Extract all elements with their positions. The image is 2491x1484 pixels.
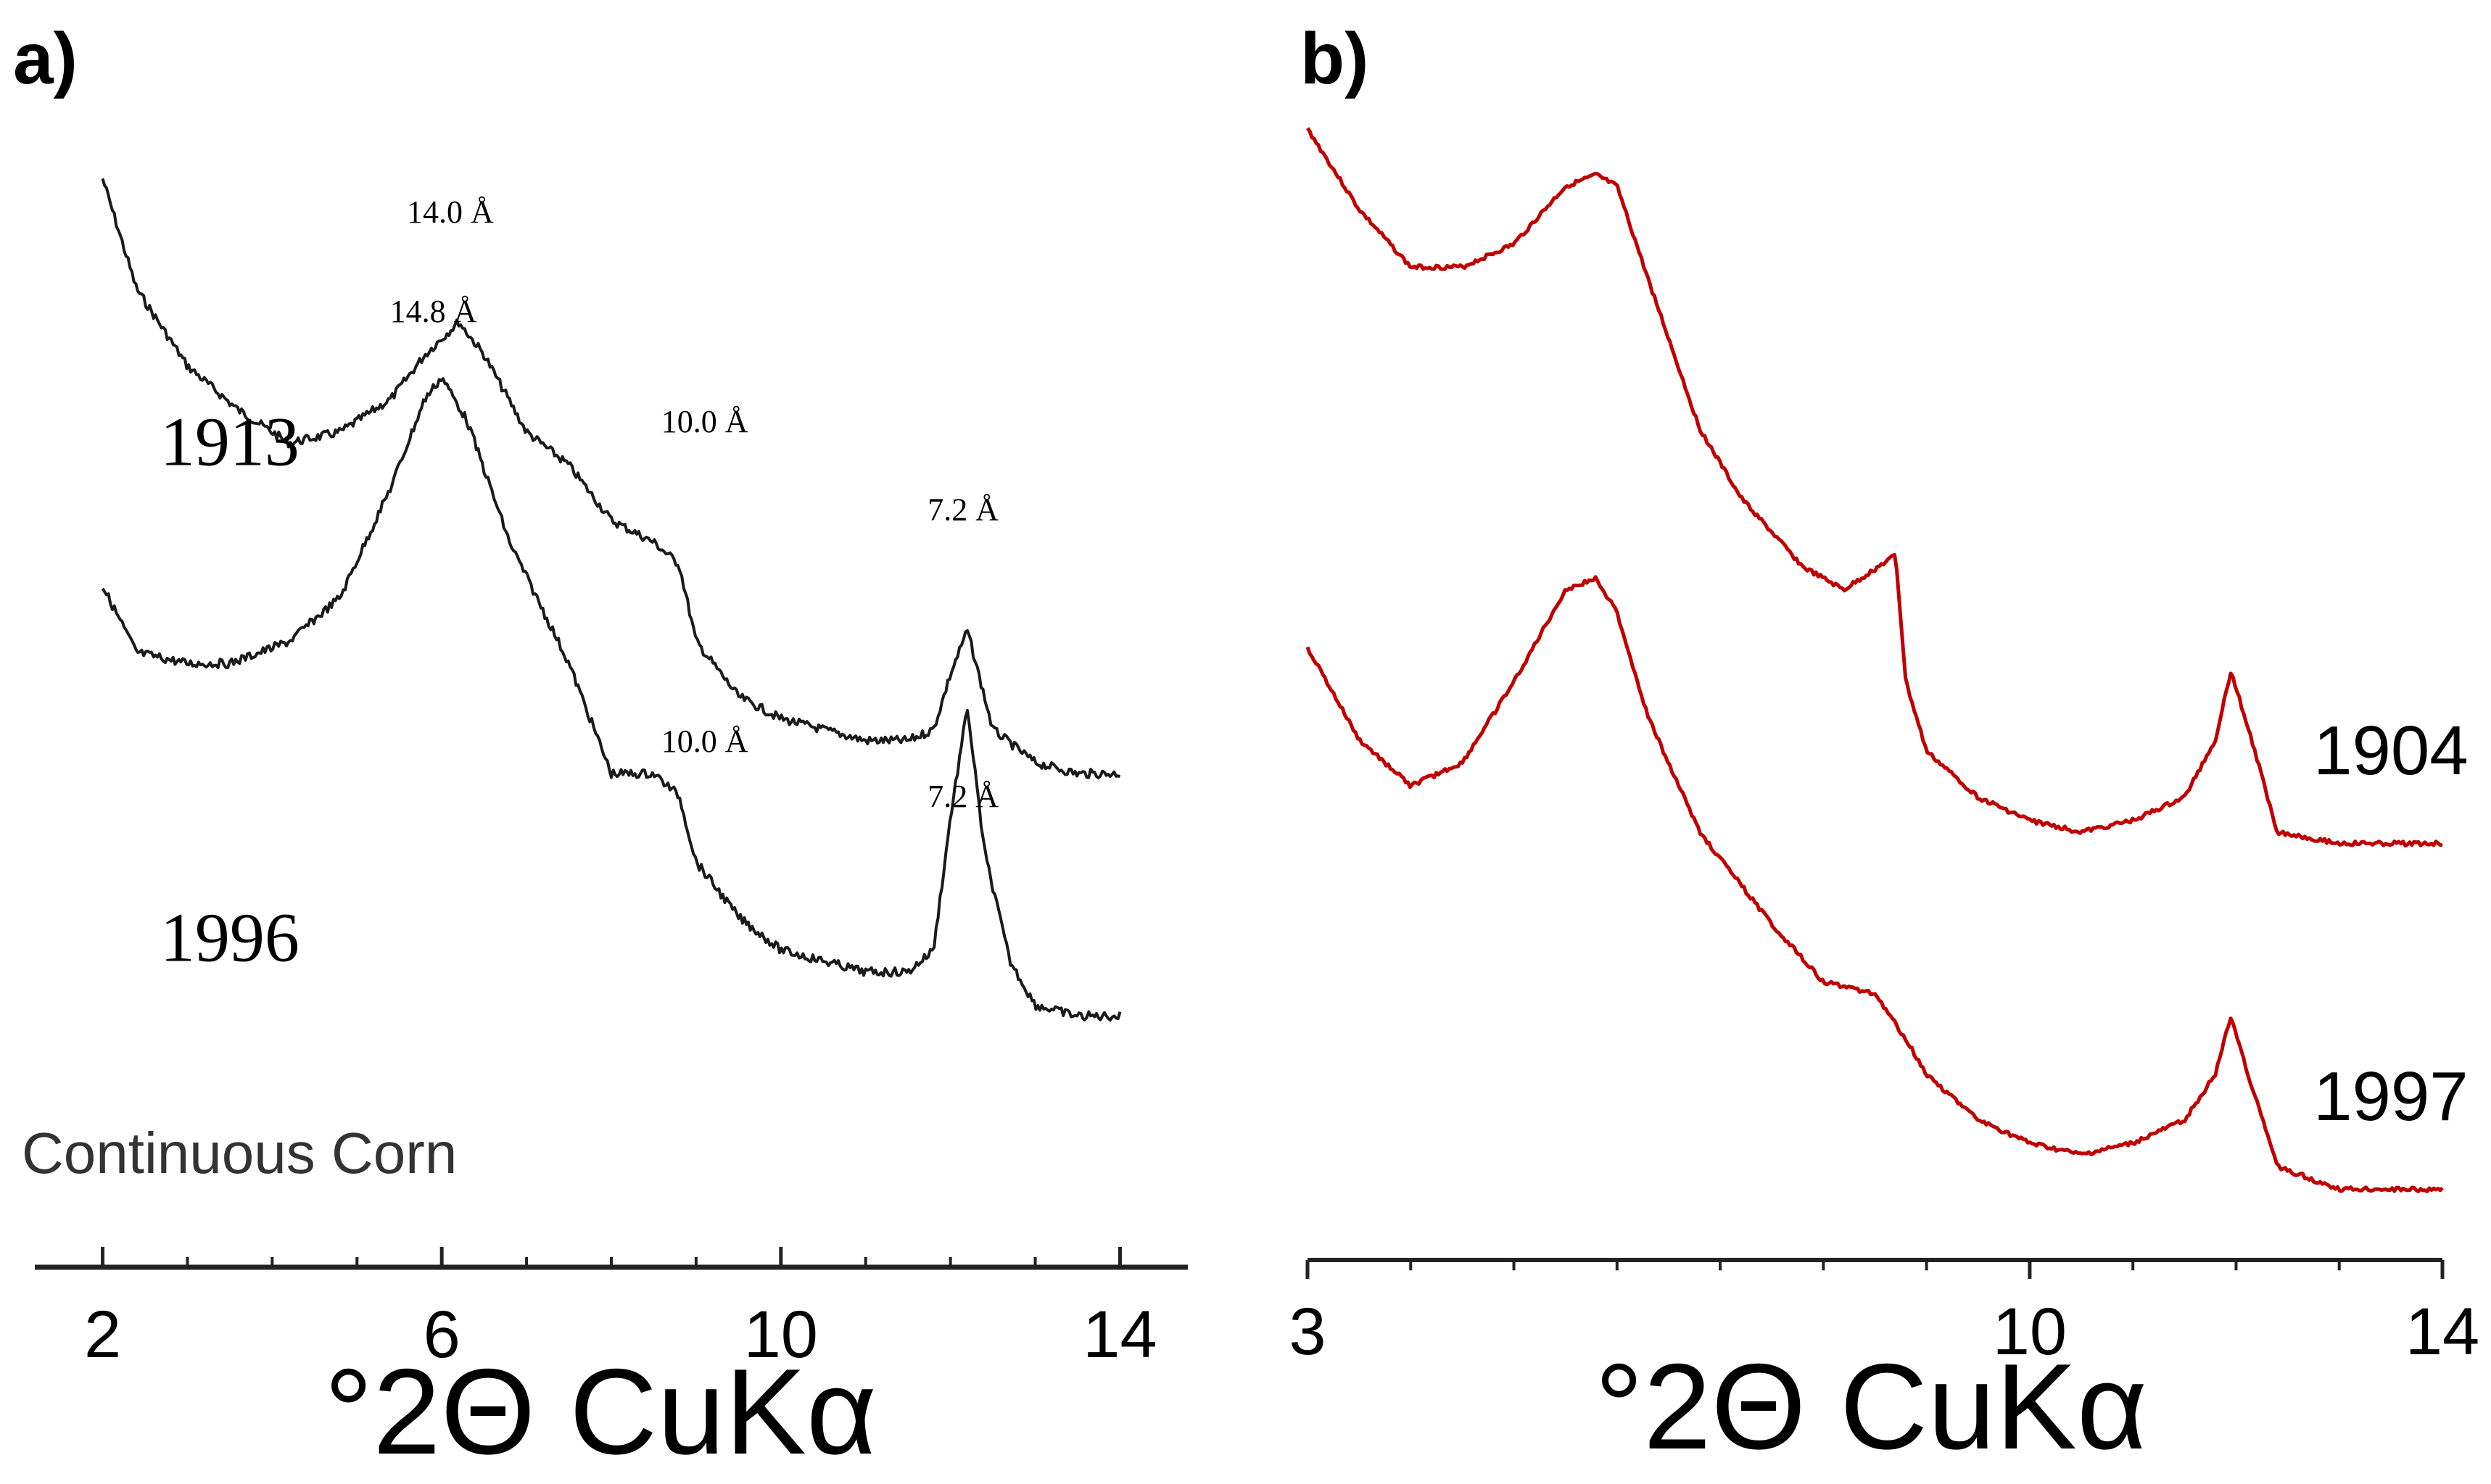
panel-a-x-ticks: 2 6 10 14 bbox=[84, 1247, 1157, 1372]
panel-a-annotations: 14.0 Å 10.0 Å 14.8 Å 7.2 Å 10.0 Å 7.2 Å bbox=[390, 194, 999, 814]
panel-b: b) 1904 1997 3 10 14 °2Θ CuKα bbox=[1289, 18, 2479, 1475]
panel-b-x-ticks: 3 10 14 bbox=[1289, 1260, 2479, 1369]
x-tick-label: 10 bbox=[1993, 1295, 2067, 1369]
series-line-1904 bbox=[1306, 127, 2443, 847]
x-tick-label: 14 bbox=[2405, 1295, 2479, 1369]
panel-a-curves bbox=[101, 178, 1122, 1022]
series-label-1913: 1913 bbox=[160, 403, 300, 481]
peak-annotation: 7.2 Å bbox=[928, 779, 999, 814]
series-line-1997 bbox=[1305, 575, 2444, 1193]
panel-a-x-axis-label: °2Θ CuKα bbox=[324, 1343, 877, 1480]
panel-b-curves bbox=[1305, 127, 2444, 1193]
series-label-1997: 1997 bbox=[2313, 1058, 2469, 1135]
peak-annotation: 14.0 Å bbox=[407, 194, 494, 230]
panel-a-series-labels: 1913 1996 bbox=[160, 403, 300, 977]
x-tick-label: 3 bbox=[1289, 1295, 1326, 1369]
panel-b-series-labels: 1904 1997 bbox=[2313, 712, 2469, 1135]
panel-b-label: b) bbox=[1300, 18, 1368, 99]
series-line-1996 bbox=[101, 377, 1122, 1022]
series-label-1996: 1996 bbox=[160, 899, 300, 977]
panel-b-x-axis-label: °2Θ CuKα bbox=[1595, 1338, 2147, 1475]
x-tick-label: 6 bbox=[424, 1298, 460, 1372]
peak-annotation: 14.8 Å bbox=[390, 294, 477, 329]
x-tick-label: 14 bbox=[1083, 1298, 1157, 1372]
panel-a-note: Continuous Corn bbox=[22, 1121, 457, 1185]
peak-annotation: 10.0 Å bbox=[661, 404, 748, 439]
x-tick-label: 2 bbox=[84, 1298, 121, 1372]
series-label-1904: 1904 bbox=[2313, 712, 2469, 789]
peak-annotation: 7.2 Å bbox=[928, 492, 999, 528]
x-tick-label: 10 bbox=[744, 1298, 818, 1372]
series-line-1913 bbox=[101, 178, 1121, 779]
panel-a-label: a) bbox=[13, 18, 78, 99]
panel-a: a) 14.0 Å 10.0 Å 14.8 Å 7.2 Å 10.0 Å 7.2 Å 19… bbox=[13, 18, 1188, 1480]
peak-annotation: 10.0 Å bbox=[661, 724, 748, 759]
